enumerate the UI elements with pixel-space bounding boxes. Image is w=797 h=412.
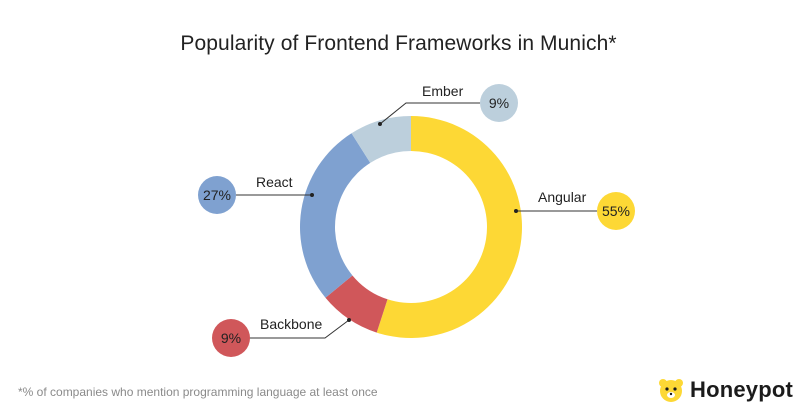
callout-line-ember [379, 102, 480, 125]
chart-title: Popularity of Frontend Frameworks in Mun… [180, 32, 617, 55]
callout-dot-ember [378, 122, 382, 126]
bear-logo-icon [659, 379, 683, 402]
callout-dot-react [310, 193, 314, 197]
value-label-react: 27% [203, 187, 231, 203]
brand-name: Honeypot [690, 377, 794, 402]
footnote: *% of companies who mention programming … [18, 385, 378, 399]
value-bubble-react [198, 176, 236, 214]
value-label-ember: 9% [489, 95, 509, 111]
value-label-backbone: 9% [221, 330, 241, 346]
brand-logo: Honeypot [658, 376, 793, 404]
value-bubble-backbone [212, 319, 250, 357]
slice-backbone [325, 275, 388, 333]
slice-angular [376, 116, 522, 338]
value-label-angular: 55% [602, 203, 630, 219]
value-bubble-ember [480, 84, 518, 122]
callout-dot-backbone [347, 318, 351, 322]
slice-label-backbone: Backbone [260, 316, 322, 332]
slice-label-ember: Ember [422, 83, 464, 99]
slice-label-angular: Angular [538, 189, 587, 205]
slice-react [300, 133, 371, 298]
slice-label-react: React [256, 174, 293, 190]
slice-ember [351, 116, 411, 163]
callout-line-backbone [249, 319, 350, 339]
callout-dot-angular [514, 209, 518, 213]
value-bubble-angular [597, 192, 635, 230]
